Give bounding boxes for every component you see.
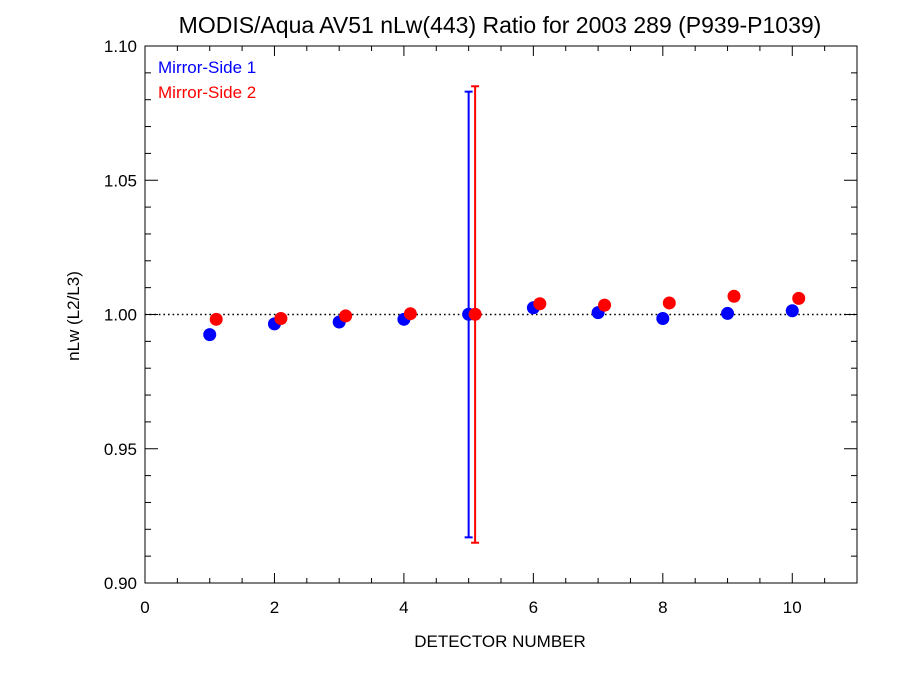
x-axis-label: DETECTOR NUMBER <box>414 632 586 651</box>
data-point-series-2 <box>662 296 676 310</box>
x-tick-label: 8 <box>658 598 667 617</box>
y-axis-label: nLw (L2/L3) <box>64 271 83 361</box>
data-point-series-2 <box>209 312 223 326</box>
data-point-series-2 <box>598 298 612 312</box>
x-tick-label: 2 <box>270 598 279 617</box>
legend-entry: Mirror-Side 1 <box>158 58 256 77</box>
data-point-series-1 <box>785 304 799 318</box>
x-tick-label: 4 <box>399 598 408 617</box>
data-point-series-2 <box>792 291 806 305</box>
data-point-series-2 <box>468 307 482 321</box>
x-tick-label: 6 <box>529 598 538 617</box>
plot-area: 0 2 4 6 8 10 0.90 0.95 1.00 1.05 1.10 Mirror-Side 1… <box>104 37 858 617</box>
x-tick-label: 0 <box>140 598 149 617</box>
y-tick-label: 0.95 <box>104 440 137 459</box>
data-point-series-2 <box>403 307 417 321</box>
data-point-series-2 <box>339 309 353 323</box>
y-tick-label: 1.10 <box>104 37 137 56</box>
chart-title: MODIS/Aqua AV51 nLw(443) Ratio for 2003 … <box>179 12 822 38</box>
data-point-series-1 <box>721 306 735 320</box>
x-tick-label: 10 <box>783 598 802 617</box>
y-tick-label: 1.05 <box>104 171 137 190</box>
y-tick-label: 0.90 <box>104 574 137 593</box>
data-point-series-2 <box>533 297 547 311</box>
data-point-series-2 <box>274 312 288 326</box>
y-tick-label: 1.00 <box>104 306 137 325</box>
data-point-series-2 <box>727 289 741 303</box>
data-point-series-1 <box>203 328 217 342</box>
data-point-series-1 <box>656 312 670 326</box>
legend-entry: Mirror-Side 2 <box>158 83 256 102</box>
